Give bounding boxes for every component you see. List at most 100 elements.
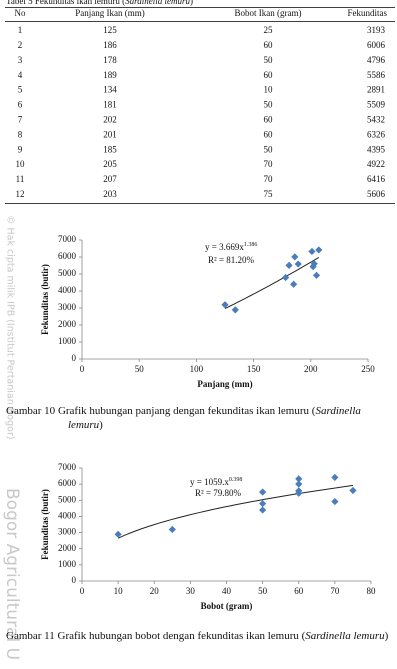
y-tick-label: 2000 bbox=[58, 319, 77, 329]
table-cell: 201 bbox=[103, 129, 117, 139]
equation: y = 1059.x0.398 bbox=[190, 477, 242, 487]
table-cell: 12 bbox=[16, 189, 25, 199]
caption-label: Gambar 11 bbox=[6, 630, 55, 642]
data-point bbox=[168, 525, 176, 534]
table-cell: 5432 bbox=[367, 114, 385, 124]
y-axis-label: Fekunditas (butir) bbox=[40, 264, 50, 335]
table-cell: 6 bbox=[18, 100, 23, 110]
y-tick-label: 1000 bbox=[58, 336, 77, 346]
column-header: Fekunditas bbox=[348, 8, 388, 18]
r-squared: R² = 79.80% bbox=[195, 488, 242, 498]
data-point bbox=[349, 486, 357, 495]
table-cell: 11 bbox=[16, 174, 25, 184]
table-cell: 5509 bbox=[367, 100, 386, 110]
x-tick-label: 50 bbox=[258, 586, 268, 596]
title-species: Sardinella lemuru bbox=[125, 0, 190, 6]
caption-close: ) bbox=[99, 419, 103, 431]
data-point bbox=[259, 488, 267, 496]
data-point bbox=[315, 246, 323, 254]
table-cell: 10 bbox=[264, 85, 274, 95]
data-point bbox=[221, 301, 229, 309]
table-cell: 207 bbox=[103, 174, 117, 184]
table-cell: 186 bbox=[103, 40, 117, 50]
watermark-copyright: © Hak cipta milik IPB (Institut Pertania… bbox=[5, 215, 16, 440]
table-cell: 25 bbox=[264, 25, 274, 35]
column-header: Panjang Ikan (mm) bbox=[75, 8, 144, 18]
y-tick-label: 3000 bbox=[58, 302, 77, 312]
y-axis-label: Fekunditas (butir) bbox=[40, 489, 50, 560]
y-tick-label: 3000 bbox=[58, 527, 77, 537]
y-tick-label: 0 bbox=[72, 575, 77, 585]
caption-species: Sardinella lemuru bbox=[68, 405, 361, 431]
table-cell: 125 bbox=[103, 25, 117, 35]
table-cell: 5 bbox=[18, 85, 23, 95]
y-tick-label: 5000 bbox=[58, 494, 77, 504]
table-cell: 9 bbox=[18, 144, 23, 154]
caption-text: Grafik hubungan bobot dengan fekunditas … bbox=[57, 630, 306, 642]
data-point bbox=[291, 253, 299, 261]
title-text: Tabel 5 Fekunditas ikan lemuru ( bbox=[6, 0, 125, 6]
title-close: ) bbox=[190, 0, 193, 6]
x-tick-label: 50 bbox=[135, 364, 145, 374]
table-cell: 2 bbox=[18, 40, 23, 50]
table-cell: 2891 bbox=[367, 85, 385, 95]
table-cell: 8 bbox=[18, 129, 23, 139]
table-cell: 5606 bbox=[367, 189, 386, 199]
table-cell: 3193 bbox=[367, 25, 386, 35]
watermark-university: Bogor Agricultural U bbox=[2, 488, 22, 660]
y-tick-label: 6000 bbox=[58, 251, 77, 261]
trendline bbox=[224, 257, 320, 309]
x-tick-label: 0 bbox=[80, 586, 85, 596]
table-cell: 134 bbox=[103, 85, 117, 95]
x-tick-label: 80 bbox=[367, 586, 377, 596]
table-cell: 70 bbox=[264, 174, 274, 184]
data-point bbox=[312, 271, 321, 279]
column-header: No bbox=[15, 8, 26, 18]
r-squared: R² = 81.20% bbox=[208, 255, 255, 265]
table-title: Tabel 5 Fekunditas ikan lemuru (Sardinel… bbox=[6, 0, 193, 6]
caption-label: Gambar 10 bbox=[6, 405, 56, 417]
equation-exponent: 0.398 bbox=[229, 477, 243, 483]
caption-close: ) bbox=[384, 630, 389, 642]
data-point bbox=[285, 261, 293, 269]
equation-exponent: 1.386 bbox=[244, 242, 258, 248]
y-tick-label: 4000 bbox=[58, 285, 77, 295]
table-cell: 3 bbox=[18, 55, 23, 65]
data-point bbox=[295, 480, 303, 488]
table-cell: 60 bbox=[264, 114, 274, 124]
y-tick-label: 5000 bbox=[58, 268, 77, 278]
x-axis-label: Panjang (mm) bbox=[197, 379, 252, 389]
table-cell: 203 bbox=[103, 189, 117, 199]
equation-text: y = 3.669x bbox=[205, 242, 244, 252]
x-axis-label: Bobot (gram) bbox=[201, 601, 253, 611]
x-tick-label: 100 bbox=[190, 364, 204, 374]
table-cell: 185 bbox=[103, 144, 117, 154]
data-point bbox=[282, 273, 290, 282]
table-cell: 1 bbox=[18, 25, 23, 35]
y-tick-label: 2000 bbox=[58, 543, 77, 553]
data-point bbox=[308, 247, 316, 256]
x-tick-label: 40 bbox=[222, 586, 232, 596]
table-cell: 178 bbox=[103, 55, 117, 65]
table-cell: 60 bbox=[264, 70, 274, 80]
table-cell: 6006 bbox=[367, 40, 386, 50]
data-point bbox=[295, 475, 303, 483]
table-cell: 50 bbox=[264, 55, 274, 65]
data-point bbox=[259, 499, 267, 508]
y-tick-label: 6000 bbox=[58, 478, 77, 488]
data-point bbox=[259, 506, 267, 514]
column-header: Bobot Ikan (gram) bbox=[235, 8, 302, 18]
caption-species: Sardinella lemuru bbox=[305, 630, 385, 642]
table-cell: 205 bbox=[103, 159, 117, 169]
x-tick-label: 30 bbox=[186, 586, 196, 596]
table-cell: 10 bbox=[16, 159, 26, 169]
data-point bbox=[295, 489, 303, 497]
figure-caption: Gambar 10 Grafik hubungan panjang dengan… bbox=[6, 404, 397, 432]
x-tick-label: 10 bbox=[114, 586, 124, 596]
y-tick-label: 1000 bbox=[58, 559, 77, 569]
table-cell: 189 bbox=[103, 70, 117, 80]
equation: y = 3.669x1.386 bbox=[205, 242, 257, 252]
caption-text: Grafik hubungan panjang dengan fekundita… bbox=[57, 405, 316, 417]
x-tick-label: 70 bbox=[330, 586, 340, 596]
y-tick-label: 0 bbox=[72, 353, 77, 363]
